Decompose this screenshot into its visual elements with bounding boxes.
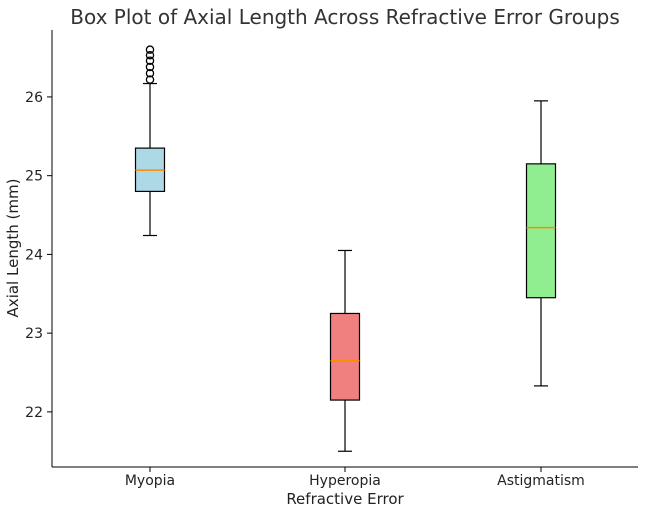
box-group-myopia: [134, 45, 166, 237]
outlier-point: [145, 62, 155, 72]
x-axis-ticks: Myopia Hyperopia Astigmatism: [125, 467, 585, 489]
box-iqr: [525, 163, 557, 299]
y-axis-ticks: 22 23 24 25 26: [25, 90, 52, 421]
y-axis-label: Axial Length (mm): [4, 179, 22, 318]
x-axis-label: Refractive Error: [286, 490, 404, 508]
outlier-point: [145, 69, 155, 78]
plot-area: [134, 45, 557, 452]
outlier-point: [145, 56, 155, 65]
box-group-hyperopia: [329, 249, 361, 452]
chart-title: Box Plot of Axial Length Across Refracti…: [70, 5, 619, 29]
outlier-point: [145, 75, 155, 84]
outlier-point: [145, 45, 155, 54]
y-tick-label: 23: [25, 326, 43, 342]
box-group-astigmatism: [525, 100, 557, 387]
outlier-point: [145, 50, 155, 60]
y-tick-label: 22: [25, 405, 43, 421]
y-tick-label: 24: [25, 247, 43, 263]
x-tick-label: Myopia: [125, 473, 175, 489]
x-tick-label: Hyperopia: [309, 473, 381, 489]
box-iqr: [329, 312, 361, 401]
y-tick-label: 25: [25, 169, 43, 185]
y-tick-label: 26: [25, 90, 43, 106]
x-tick-label: Astigmatism: [497, 473, 585, 489]
